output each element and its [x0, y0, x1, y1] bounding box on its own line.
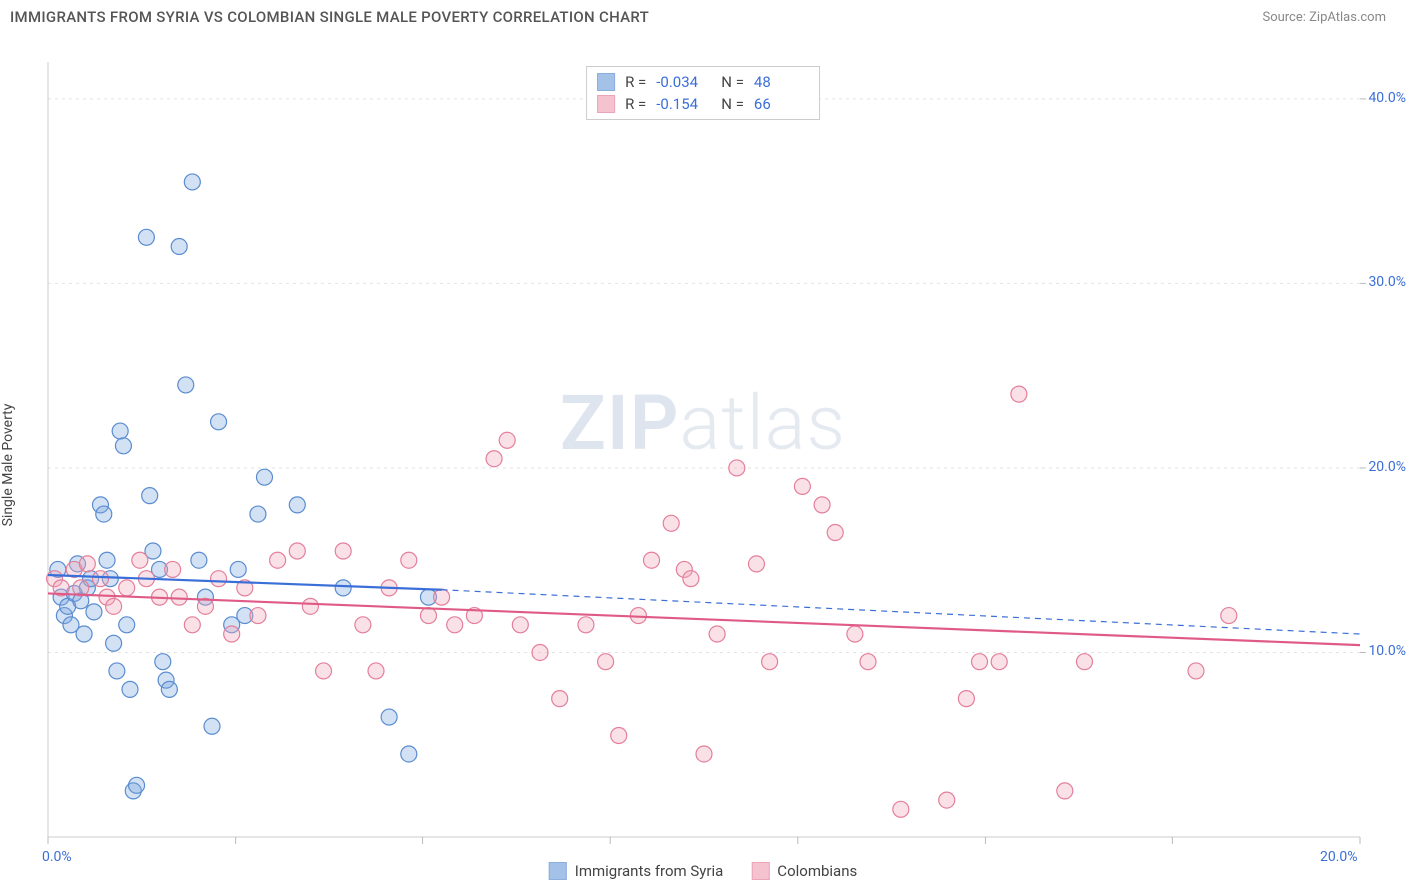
y-tick-label: 40.0% [1368, 90, 1406, 106]
scatter-plot-svg [0, 32, 1406, 882]
swatch-syria [549, 862, 567, 880]
y-tick-label: 30.0% [1368, 274, 1406, 290]
n-value-colombians: 66 [754, 95, 809, 113]
r-label: R = [625, 73, 646, 91]
y-tick-label: 10.0% [1368, 643, 1406, 659]
series-legend: Immigrants from Syria Colombians [549, 862, 857, 880]
x-tick-label: 20.0% [1320, 849, 1358, 865]
correlation-legend: R = -0.034 N = 48 R = -0.154 N = 66 [586, 66, 820, 120]
legend-label-syria: Immigrants from Syria [575, 862, 724, 880]
r-label: R = [625, 95, 646, 113]
correlation-row-colombians: R = -0.154 N = 66 [597, 93, 809, 115]
legend-item-syria: Immigrants from Syria [549, 862, 724, 880]
legend-label-colombians: Colombians [777, 862, 857, 880]
correlation-row-syria: R = -0.034 N = 48 [597, 71, 809, 93]
r-value-colombians: -0.154 [656, 95, 711, 113]
chart-area: Single Male Poverty ZIPatlas R = -0.034 … [0, 32, 1406, 882]
chart-header: IMMIGRANTS FROM SYRIA VS COLOMBIAN SINGL… [0, 0, 1406, 32]
source-label: Source: ZipAtlas.com [1262, 10, 1386, 25]
r-value-syria: -0.034 [656, 73, 711, 91]
legend-item-colombians: Colombians [751, 862, 857, 880]
swatch-syria [597, 73, 615, 91]
n-label: N = [721, 73, 744, 91]
n-value-syria: 48 [754, 73, 809, 91]
x-tick-label: 0.0% [42, 849, 72, 865]
chart-title: IMMIGRANTS FROM SYRIA VS COLOMBIAN SINGL… [10, 8, 649, 26]
n-label: N = [721, 95, 744, 113]
y-tick-label: 20.0% [1368, 459, 1406, 475]
swatch-colombians [597, 95, 615, 113]
swatch-colombians [751, 862, 769, 880]
